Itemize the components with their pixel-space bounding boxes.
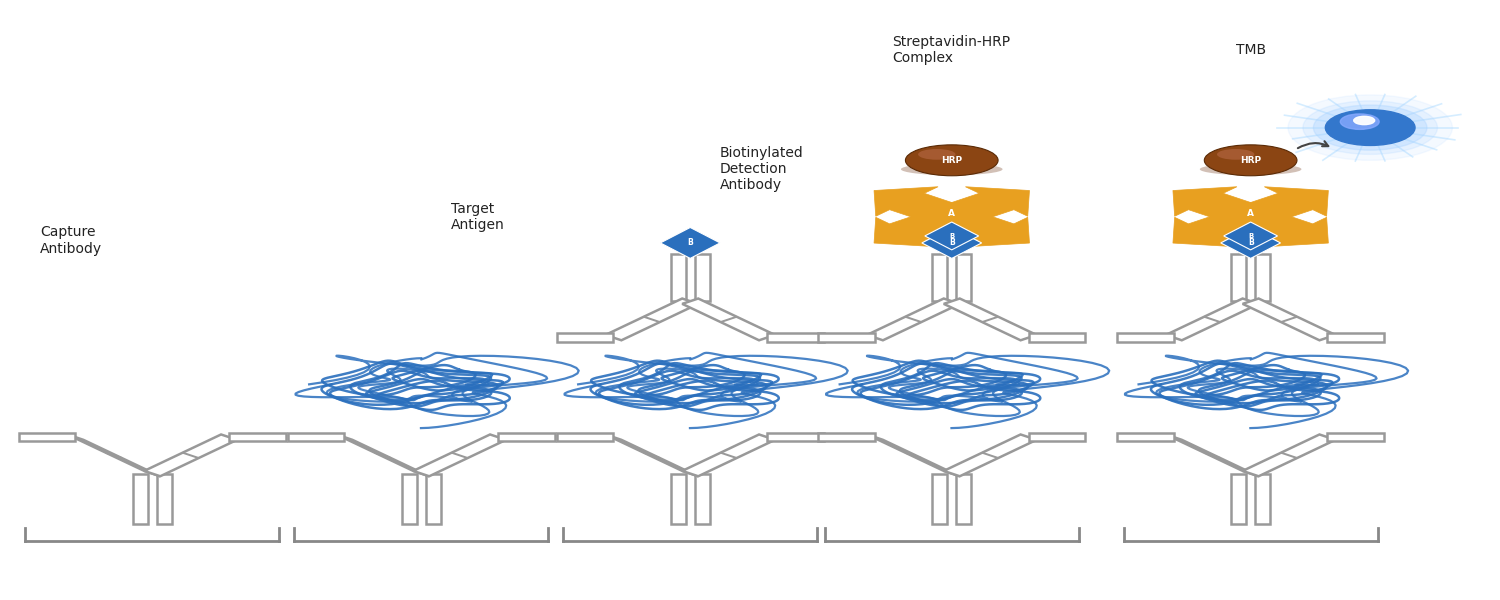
Text: A: A xyxy=(1246,209,1254,218)
Bar xyxy=(933,473,948,524)
Text: Biotinylated
Detection
Antibody: Biotinylated Detection Antibody xyxy=(720,146,804,193)
Bar xyxy=(933,254,948,301)
Polygon shape xyxy=(944,299,1036,340)
Polygon shape xyxy=(944,434,1036,476)
Bar xyxy=(694,254,709,301)
Bar xyxy=(1232,254,1246,301)
Ellipse shape xyxy=(1216,149,1254,160)
Text: TMB: TMB xyxy=(1236,43,1266,58)
Polygon shape xyxy=(1118,433,1174,442)
Polygon shape xyxy=(556,433,614,442)
Polygon shape xyxy=(1224,222,1278,250)
Bar xyxy=(134,473,147,524)
Polygon shape xyxy=(1238,211,1329,247)
Text: A: A xyxy=(948,209,956,218)
Text: Target
Antigen: Target Antigen xyxy=(452,202,506,232)
Polygon shape xyxy=(1242,434,1335,476)
Bar xyxy=(1256,473,1270,524)
Bar xyxy=(1232,473,1246,524)
Bar xyxy=(670,254,686,301)
Text: HRP: HRP xyxy=(1240,156,1262,165)
Circle shape xyxy=(1314,105,1426,150)
Text: B: B xyxy=(687,238,693,247)
Polygon shape xyxy=(1238,187,1329,223)
Polygon shape xyxy=(939,211,1029,247)
Polygon shape xyxy=(413,434,506,476)
Polygon shape xyxy=(1029,433,1086,442)
Ellipse shape xyxy=(902,163,1002,175)
Polygon shape xyxy=(18,433,75,442)
Polygon shape xyxy=(682,299,776,340)
Ellipse shape xyxy=(918,149,956,160)
Polygon shape xyxy=(1328,334,1384,342)
Polygon shape xyxy=(818,433,874,442)
Polygon shape xyxy=(68,434,160,476)
Polygon shape xyxy=(1242,299,1335,340)
Polygon shape xyxy=(874,211,965,247)
Circle shape xyxy=(930,208,974,226)
Bar xyxy=(426,473,441,524)
Text: B: B xyxy=(950,233,954,239)
Circle shape xyxy=(1341,114,1378,130)
Polygon shape xyxy=(766,433,824,442)
Polygon shape xyxy=(939,187,1029,223)
Ellipse shape xyxy=(1200,163,1302,175)
Bar xyxy=(956,254,970,301)
Text: HRP: HRP xyxy=(940,156,963,165)
Polygon shape xyxy=(660,227,720,259)
Polygon shape xyxy=(144,434,237,476)
Text: B: B xyxy=(1248,233,1254,239)
Polygon shape xyxy=(1118,334,1174,342)
Polygon shape xyxy=(230,433,286,442)
Ellipse shape xyxy=(1204,145,1298,176)
Polygon shape xyxy=(1328,433,1384,442)
Text: Streptavidin-HRP
Complex: Streptavidin-HRP Complex xyxy=(892,35,1010,65)
Text: B: B xyxy=(950,238,954,247)
Bar xyxy=(694,473,709,524)
Polygon shape xyxy=(1173,211,1263,247)
Polygon shape xyxy=(1166,434,1258,476)
Text: B: B xyxy=(1248,238,1254,247)
Circle shape xyxy=(1354,116,1374,125)
Bar xyxy=(156,473,171,524)
Polygon shape xyxy=(1029,334,1086,342)
Text: Capture
Antibody: Capture Antibody xyxy=(40,226,102,256)
Circle shape xyxy=(1304,101,1437,154)
Polygon shape xyxy=(498,433,555,442)
Polygon shape xyxy=(606,434,698,476)
Polygon shape xyxy=(1173,187,1263,223)
Ellipse shape xyxy=(906,145,998,176)
Polygon shape xyxy=(867,434,960,476)
Bar xyxy=(1256,254,1270,301)
Polygon shape xyxy=(556,334,614,342)
Bar xyxy=(670,473,686,524)
Polygon shape xyxy=(867,299,960,340)
Polygon shape xyxy=(766,334,824,342)
Polygon shape xyxy=(922,227,981,259)
Bar xyxy=(402,473,417,524)
Polygon shape xyxy=(606,299,698,340)
Circle shape xyxy=(1288,95,1452,160)
Polygon shape xyxy=(874,187,965,223)
Polygon shape xyxy=(818,334,874,342)
Bar xyxy=(956,473,970,524)
Polygon shape xyxy=(926,222,978,250)
Polygon shape xyxy=(336,434,429,476)
Polygon shape xyxy=(288,433,345,442)
Polygon shape xyxy=(1221,227,1281,259)
Circle shape xyxy=(1326,110,1414,145)
Circle shape xyxy=(1228,208,1272,226)
Polygon shape xyxy=(1166,299,1258,340)
Polygon shape xyxy=(682,434,776,476)
